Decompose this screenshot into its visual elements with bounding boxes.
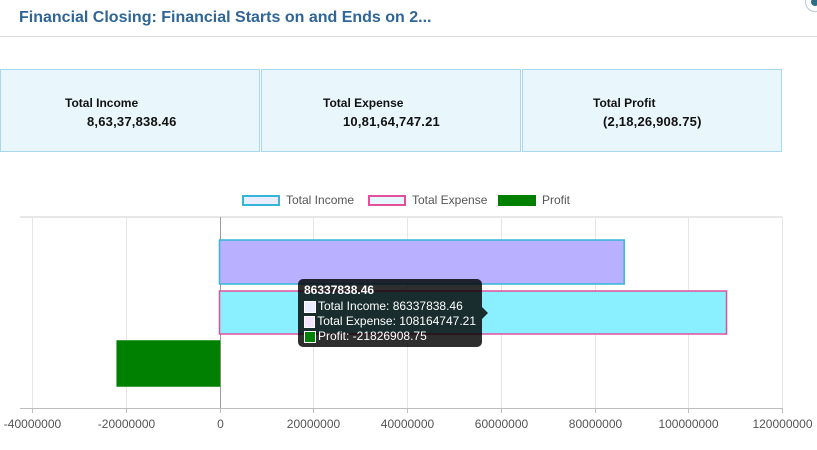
total-profit-value: (2,18,26,908.75) [603,114,702,129]
legend-item-profit[interactable]: Profit [498,193,570,207]
tooltip-text-expense: Total Expense: 108164747.21 [317,314,476,328]
x-tick-label: 100000000 [658,417,718,431]
total-expense-card: Total Expense 10,81,64,747.21 [261,69,521,152]
dialog-header: Financial Closing: Financial Starts on a… [0,0,817,37]
summary-cards: Total Income 8,63,37,838.46 Total Expens… [0,69,783,154]
legend-swatch-expense [368,194,406,206]
tooltip-row-expense: Total Expense: 108164747.21 [304,314,476,329]
bar-profit [116,340,221,387]
x-tick-label: 0 [217,417,224,431]
close-icon[interactable] [805,0,817,12]
tooltip-row-income: Total Income: 86337838.46 [304,299,476,314]
total-profit-card: Total Profit (2,18,26,908.75) [522,69,782,152]
tooltip-swatch-profit [304,330,316,343]
tooltip-row-profit: Profit: -21826908.75 [304,329,476,344]
x-tick-label: 20000000 [287,417,341,431]
x-tick-label: -20000000 [98,417,156,431]
total-income-label: Total Income [65,96,139,110]
x-tick-label: 80000000 [569,417,623,431]
total-expense-value: 10,81,64,747.21 [343,114,440,129]
legend-swatch-income [242,194,280,206]
x-tick-label: 60000000 [475,417,529,431]
legend-swatch-profit [498,194,536,206]
bar-total-income [218,239,625,285]
chart-tooltip: 86337838.46 Total Income: 86337838.46 To… [298,279,488,347]
chart-legend: Total Income Total Expense Profit [0,193,817,211]
x-tick-label: -40000000 [4,417,62,431]
tooltip-text-profit: Profit: -21826908.75 [318,329,427,343]
total-income-card: Total Income 8,63,37,838.46 [0,69,260,152]
legend-label-income: Total Income [286,193,355,207]
tooltip-swatch-expense [304,315,316,328]
tooltip-text-income: Total Income: 86337838.46 [318,299,463,313]
page-title: Financial Closing: Financial Starts on a… [19,9,432,26]
total-profit-label: Total Profit [593,96,656,110]
tooltip-swatch-income [304,300,316,313]
legend-label-profit: Profit [542,193,571,207]
legend-label-expense: Total Expense [412,193,488,207]
total-expense-label: Total Expense [323,96,404,110]
x-tick-label: 40000000 [381,417,435,431]
tooltip-title: 86337838.46 [304,283,375,297]
legend-item-income[interactable]: Total Income [242,193,354,207]
total-income-value: 8,63,37,838.46 [87,114,177,129]
legend-item-expense[interactable]: Total Expense [368,193,487,207]
x-tick-label: 120000000 [752,417,812,431]
